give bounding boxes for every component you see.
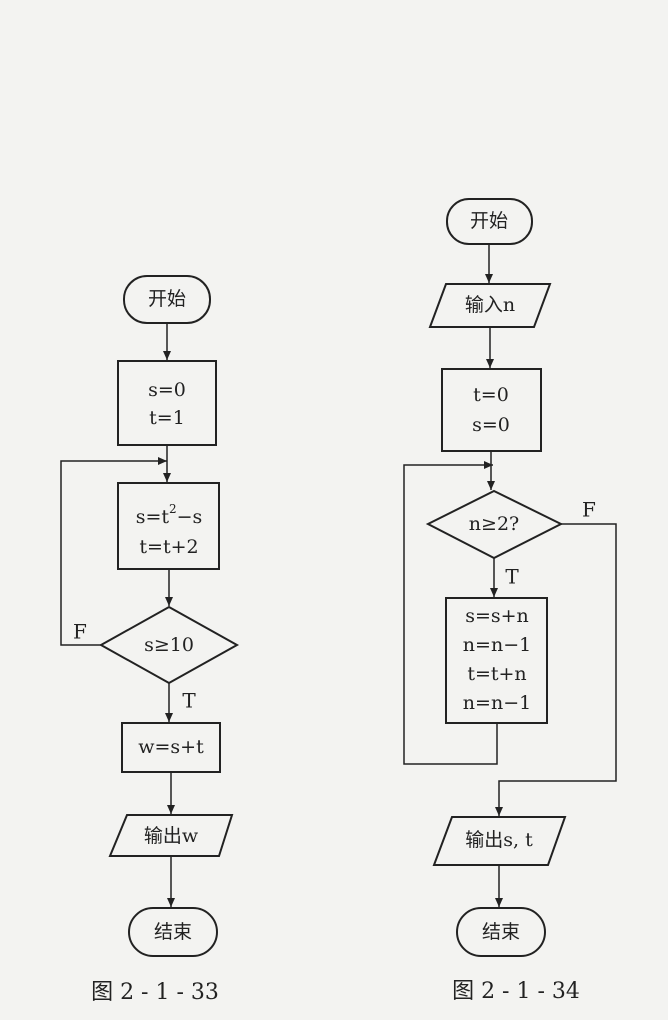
end-label-34: 结束 bbox=[482, 921, 520, 943]
input-label-34: 输入n bbox=[465, 294, 515, 316]
loop-back-false-33 bbox=[60, 457, 167, 646]
body-line1-sup-33: 2 bbox=[169, 502, 177, 516]
decision-label-33: s≥10 bbox=[144, 634, 194, 656]
init-line1-34: t=0 bbox=[473, 384, 509, 406]
output-label-34: 输出s, t bbox=[465, 829, 533, 851]
true-label-34: T bbox=[505, 565, 519, 589]
false-label-34: F bbox=[582, 498, 596, 522]
figure-caption-34: 图 2 - 1 - 34 bbox=[452, 979, 580, 1004]
init-line1-33: s=0 bbox=[148, 379, 186, 401]
false-label-33: F bbox=[73, 620, 87, 644]
assign-label-33: w=s+t bbox=[138, 736, 204, 758]
figure-caption-33: 图 2 - 1 - 33 bbox=[91, 980, 219, 1005]
loop-line3-34: t=t+n bbox=[467, 663, 526, 685]
output-label-33: 输出w bbox=[144, 825, 199, 847]
false-path-34 bbox=[495, 523, 617, 816]
end-terminator-33 bbox=[128, 907, 218, 957]
loop-back-34 bbox=[403, 461, 498, 765]
flowchart-2-1-33: 开始 s=0 t=1 s=t2−s t=t+2 s≥10 F T w=s+t 输… bbox=[60, 275, 240, 1005]
start-label-34: 开始 bbox=[470, 210, 508, 232]
loop-line2-34: n=n−1 bbox=[463, 634, 531, 656]
output-parallelogram-34 bbox=[432, 816, 567, 866]
flowchart-2-1-34: 开始 输入n t=0 s=0 n≥2? T s=s+n n=n−1 t=t+n … bbox=[403, 198, 617, 1004]
body-line1-post-33: −s bbox=[177, 506, 203, 528]
end-terminator-34 bbox=[456, 907, 546, 957]
decision-label-34: n≥2? bbox=[469, 513, 519, 535]
init-line2-33: t=1 bbox=[149, 407, 185, 429]
true-label-33: T bbox=[182, 689, 196, 713]
loop-line4-34: n=n−1 bbox=[463, 692, 531, 714]
init-process-box-33 bbox=[117, 360, 217, 446]
input-parallelogram-34 bbox=[428, 283, 552, 328]
init-process-box-34 bbox=[441, 368, 542, 452]
body-line2-33: t=t+2 bbox=[139, 536, 198, 558]
loop-line1-34: s=s+n bbox=[465, 605, 529, 627]
body-line1-33: s=t2−s bbox=[136, 502, 203, 529]
body-line1-pre-33: s=t bbox=[136, 506, 170, 528]
start-label-33: 开始 bbox=[148, 288, 186, 310]
init-line2-34: s=0 bbox=[472, 414, 510, 436]
end-label-33: 结束 bbox=[154, 921, 192, 943]
output-parallelogram-33 bbox=[108, 814, 234, 857]
